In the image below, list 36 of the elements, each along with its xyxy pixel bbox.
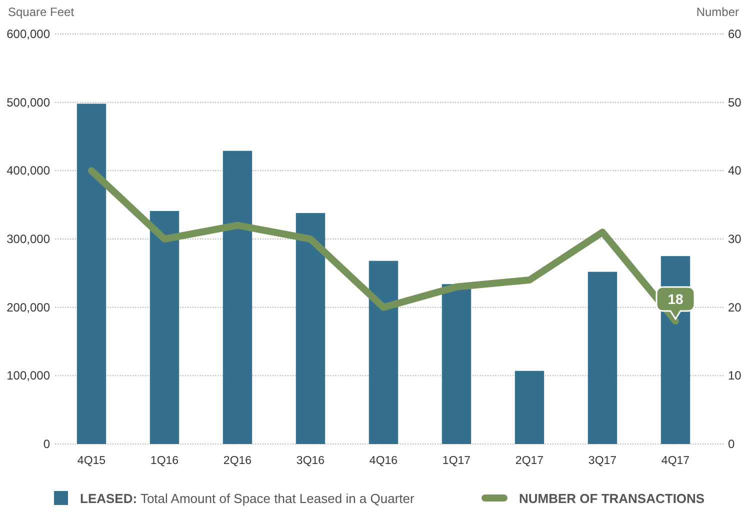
y2-tick-label: 10 [728,368,742,383]
x-tick-label: 2Q16 [223,455,252,467]
x-tick-label: 4Q17 [661,455,690,467]
bar [222,150,252,444]
y-tick-label: 600,000 [6,27,50,41]
x-tick-label: 1Q17 [442,455,471,467]
bar [368,260,398,444]
y2-tick-label: 60 [728,27,742,41]
bar [76,104,106,444]
x-tick-label: 2Q17 [515,455,544,467]
y-tick-label: 400,000 [6,164,50,178]
bar [296,213,326,444]
y2-tick-label: 30 [728,232,742,246]
legend-label: NUMBER OF TRANSACTIONS [519,491,705,506]
y2-tick-label: 20 [728,300,742,314]
y2-tick-label: 0 [728,437,735,451]
data-label: 18 [668,291,684,307]
y-tick-label: 200,000 [6,300,50,314]
bar [442,284,472,444]
y-tick-label: 500,000 [6,95,50,110]
y-tick-label: 100,000 [6,368,50,383]
x-tick-label: 3Q17 [588,455,617,467]
y-axis-title: Square Feet [8,5,75,19]
bar [588,272,618,444]
x-tick-label: 3Q16 [296,455,325,467]
y2-tick-label: 40 [728,164,742,178]
y2-tick-label: 50 [728,95,742,110]
x-tick-label: 4Q16 [369,455,398,467]
bar [150,210,180,444]
bar [514,370,544,444]
legend-label: LEASED: Total Amount of Space that Leased in a Quarter [80,491,416,506]
y2-axis-title: Number [696,5,739,19]
y-tick-label: 0 [43,437,50,451]
x-tick-label: 1Q16 [150,455,179,467]
x-tick-label: 4Q15 [77,455,106,467]
y-tick-label: 300,000 [6,232,50,246]
